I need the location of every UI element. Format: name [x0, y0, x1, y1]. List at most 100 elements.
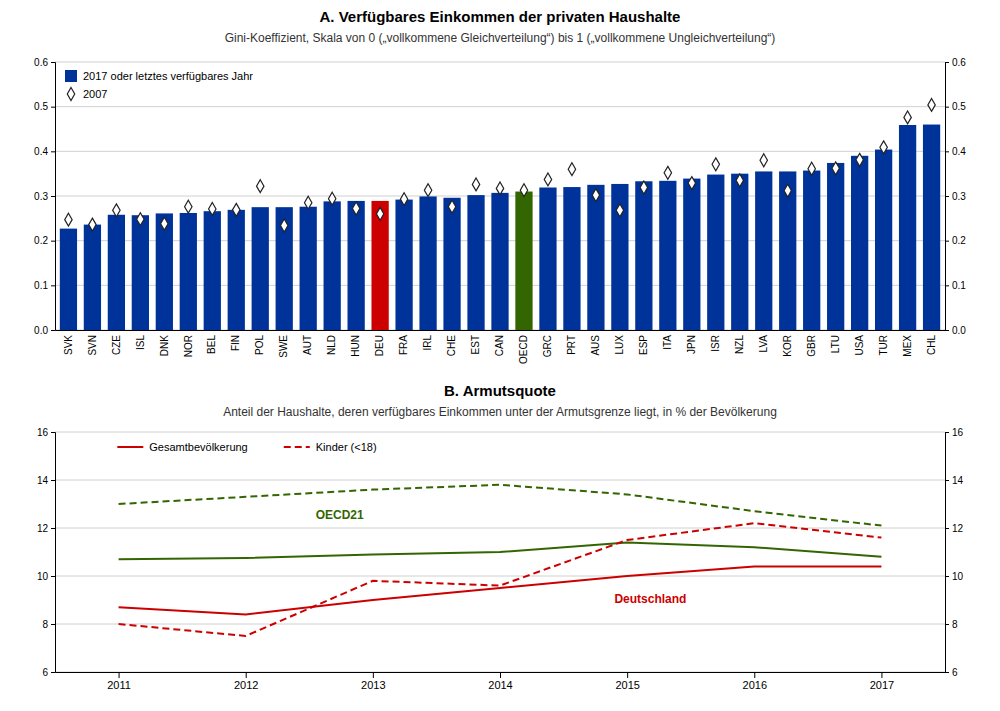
tick-mark — [51, 624, 55, 625]
marker — [616, 204, 623, 217]
tick-label: TUR — [878, 335, 889, 356]
tick-label: DEU — [374, 335, 385, 356]
grid-line — [55, 106, 945, 107]
marker — [400, 193, 407, 206]
tick-mark — [51, 285, 55, 286]
tick-label: DNK — [159, 335, 170, 356]
bar — [731, 174, 748, 330]
tick-label: 0.1 — [34, 280, 48, 291]
tick-label: 0.5 — [952, 101, 966, 112]
tick: POL — [254, 330, 265, 355]
tick: 2011 — [107, 672, 131, 691]
tick-label: 0.1 — [952, 280, 966, 291]
bar — [108, 215, 125, 330]
tick-label: AUT — [302, 335, 313, 355]
bar — [899, 125, 916, 330]
bar-series — [60, 125, 940, 330]
annotation: OECD21 — [316, 508, 364, 522]
tick: 2017 — [870, 672, 894, 691]
grid — [55, 432, 945, 672]
tick-label: ISR — [710, 335, 721, 352]
marker — [209, 203, 216, 216]
marker — [760, 154, 767, 167]
tick-mark — [51, 196, 55, 197]
tick: 0.5 — [945, 101, 966, 112]
grid — [55, 62, 945, 330]
marker — [832, 162, 839, 175]
tick: 12 — [37, 523, 55, 534]
marker — [904, 111, 911, 124]
tick-label: 0.6 — [952, 57, 966, 68]
y-axis-right: 0.00.10.20.30.40.50.6 — [945, 57, 966, 336]
tick: FRA — [398, 330, 409, 355]
marker — [233, 203, 240, 216]
tick-label: 0.4 — [952, 146, 966, 157]
tick: 2014 — [488, 672, 512, 691]
tick-label: CZE — [111, 335, 122, 355]
tick: 8 — [42, 619, 55, 630]
tick-label: ESP — [638, 335, 649, 355]
marker — [472, 178, 479, 191]
marker — [520, 184, 527, 197]
tick: ISR — [710, 330, 721, 352]
bar — [252, 207, 269, 330]
bar — [683, 179, 700, 330]
tick-label: NOR — [183, 335, 194, 357]
tick: 0.4 — [945, 146, 966, 157]
tick-label: 0.3 — [34, 191, 48, 202]
tick: 2013 — [361, 672, 385, 691]
title: B. Armutsquote — [444, 382, 556, 399]
legend-item: Gesamtbevölkerung — [117, 441, 247, 453]
bar — [276, 207, 293, 330]
marker — [185, 200, 192, 213]
bar — [611, 184, 628, 330]
tick-mark — [51, 62, 55, 63]
tick-label: 2011 — [107, 679, 131, 691]
marker — [808, 162, 815, 175]
bar — [563, 187, 580, 330]
tick: USA — [854, 330, 865, 356]
tick-mark — [881, 672, 882, 678]
grid-line — [55, 576, 945, 577]
plot-area — [60, 98, 940, 330]
bar — [180, 213, 197, 330]
tick-label: USA — [854, 335, 865, 356]
tick: 0.0 — [34, 325, 55, 336]
marker — [304, 196, 311, 209]
tick-label: PRT — [566, 335, 577, 355]
tick-label: 0.5 — [34, 101, 48, 112]
tick: KOR — [782, 330, 793, 357]
tick-mark — [945, 480, 949, 481]
marker — [113, 204, 120, 217]
marker — [448, 200, 455, 213]
tick-label: NLD — [326, 335, 337, 355]
marker — [65, 213, 72, 226]
y-axis-right: 6810121416 — [945, 427, 964, 678]
tick-label: NZL — [734, 335, 745, 354]
tick-label: 10 — [952, 571, 964, 582]
tick: 0.3 — [34, 191, 55, 202]
tick-label: 0.0 — [952, 325, 966, 336]
tick: MEX — [902, 330, 913, 357]
tick-mark — [51, 576, 55, 577]
line — [119, 542, 882, 559]
tick: NZL — [734, 330, 745, 354]
tick: 0.1 — [34, 280, 55, 291]
grid-line — [55, 151, 945, 152]
bar — [324, 201, 341, 330]
marker — [137, 213, 144, 226]
tick-label: 2013 — [361, 679, 385, 691]
tick-mark — [627, 672, 628, 678]
bar — [875, 150, 892, 330]
tick-label: 16 — [37, 427, 49, 438]
tick: LTU — [830, 330, 841, 353]
bar — [635, 181, 652, 330]
legend-label: Kinder (<18) — [316, 441, 377, 453]
tick-mark — [945, 151, 949, 152]
tick: TUR — [878, 330, 889, 356]
bar — [348, 201, 365, 330]
tick-mark — [945, 285, 949, 286]
grid-line — [55, 624, 945, 625]
tick-label: 2016 — [743, 679, 767, 691]
tick-label: 6 — [42, 667, 48, 678]
